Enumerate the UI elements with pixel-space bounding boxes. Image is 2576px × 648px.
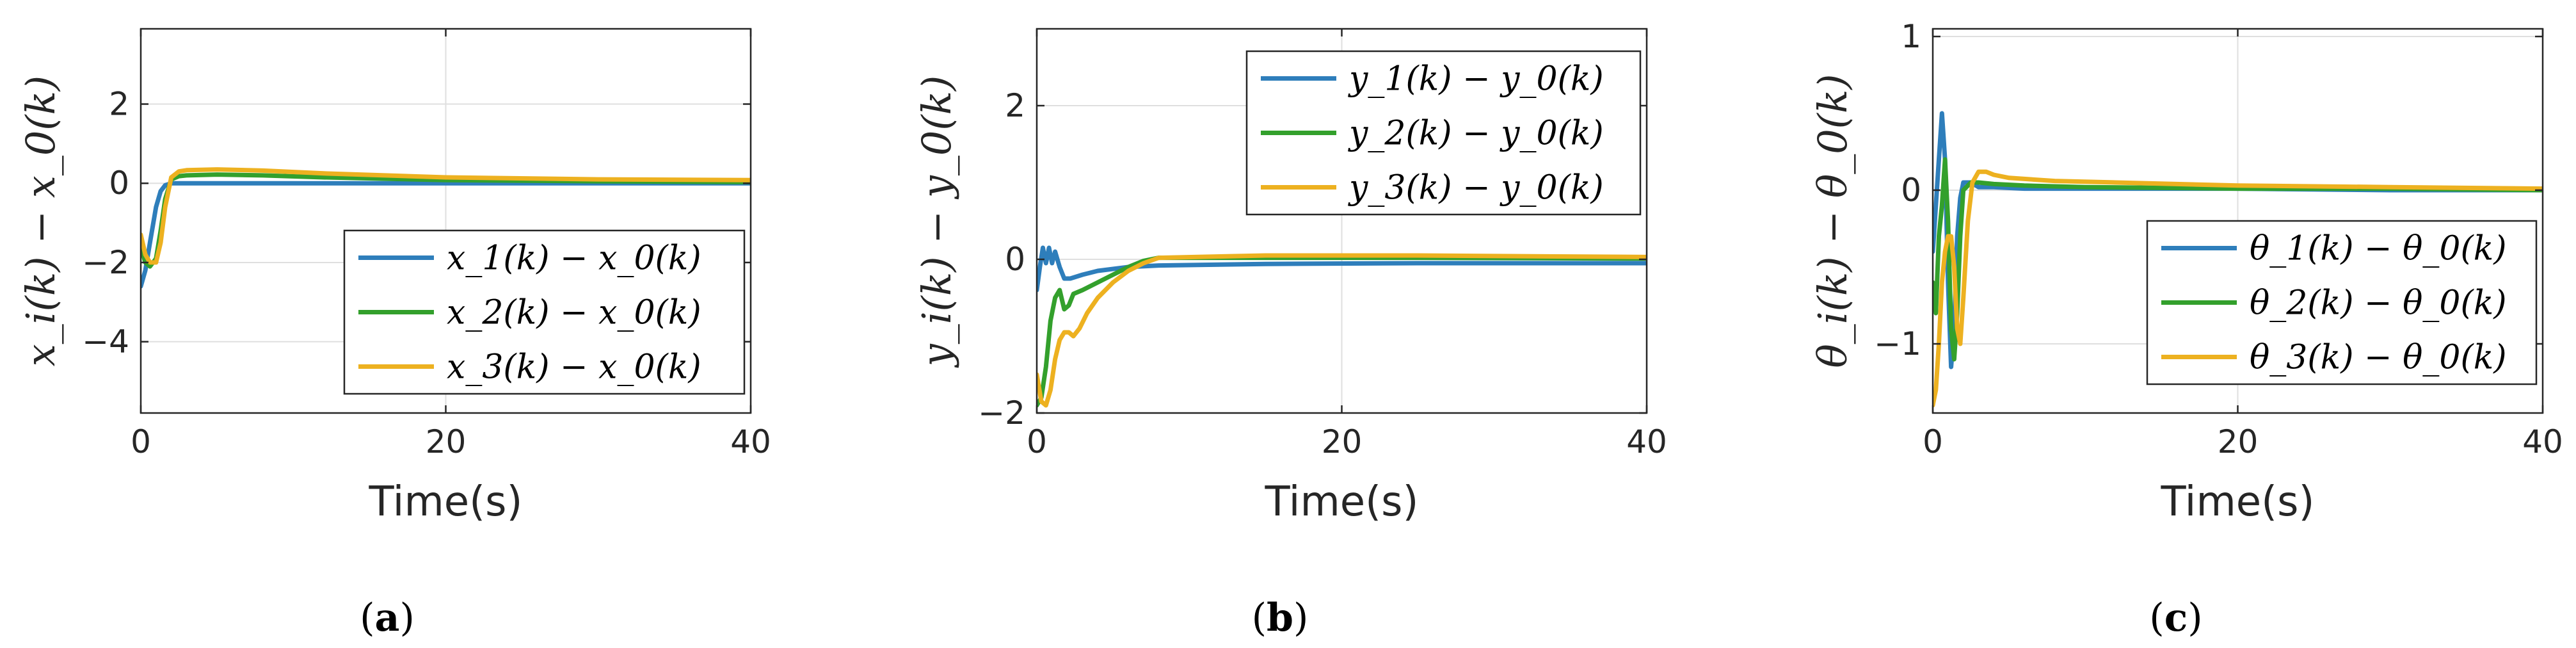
y-tick-label-b: 2 [1005,87,1025,124]
legend-label-b-2: y_2(k) − y_0(k) [1348,115,1604,153]
y-axis-label-c: θ_i(k) − θ_0(k) [1809,74,1856,368]
series-line-b-1 [1037,245,1647,293]
y-axis-label-b: y_i(k) − y_0(k) [913,76,960,369]
panel-c: 0 20 40 1 0 −1 Time(s) θ_i(k) − θ_0(k) θ_1(k) − … [1809,18,2563,640]
series-line-b-3 [1037,253,1647,408]
x-tick-label-a: 0 [131,423,151,460]
series-line-c-2 [1933,157,2543,362]
panel-caption-b: (b) [1252,595,1309,640]
y-axis-label-a: x_i(k) − x_0(k) [17,76,64,366]
x-tick-label-b: 20 [1322,423,1363,460]
x-axis-label-a: Time(s) [369,478,523,526]
x-tick-label-c: 20 [2218,423,2259,460]
x-tick-label-b: 0 [1027,423,1047,460]
y-tick-label-a: 0 [109,165,129,202]
x-tick-label-c: 0 [1923,423,1943,460]
y-tick-label-b: 0 [1005,241,1025,278]
y-tick-label-a: −4 [82,323,129,360]
legend-c: θ_1(k) − θ_0(k) θ_2(k) − θ_0(k) θ_3(k) − θ… [2146,220,2538,385]
legend-label-a-2: x_2(k) − x_0(k) [447,294,701,332]
legend-a: x_1(k) − x_0(k) x_2(k) − x_0(k) x_3(k) − x… [343,229,746,395]
legend-label-b-3: y_3(k) − y_0(k) [1348,169,1604,207]
y-tick-label-a: −2 [82,244,129,281]
legend-label-a-1: x_1(k) − x_0(k) [447,239,701,278]
x-axis-label-c: Time(s) [2161,478,2315,526]
series-group-c [1933,111,2543,408]
y-tick-label-c: 0 [1901,172,1921,209]
legend-label-c-2: θ_2(k) − θ_0(k) [2250,284,2507,323]
panel-caption-c: (c) [2149,595,2202,640]
y-tick-label-a: 2 [109,86,129,123]
x-tick-label-b: 40 [1626,423,1667,460]
x-tick-label-c: 40 [2522,423,2563,460]
series-line-c-3 [1933,169,2543,408]
panel-caption-a: (a) [360,595,415,640]
series-line-a-3 [141,167,751,265]
legend-label-b-1: y_1(k) − y_0(k) [1348,60,1604,99]
legend-b: y_1(k) − y_0(k) y_2(k) − y_0(k) y_3(k) − y… [1245,50,1642,216]
x-tick-label-a: 40 [730,423,771,460]
x-tick-label-a: 20 [426,423,467,460]
series-group-a [141,167,751,289]
y-tick-label-b: −2 [978,394,1025,432]
legend-label-c-1: θ_1(k) − θ_0(k) [2250,230,2507,268]
legend-label-c-3: θ_3(k) − θ_0(k) [2250,339,2507,377]
series-group-b [1037,245,1647,408]
y-tick-label-c: 1 [1901,18,1921,55]
y-tick-label-c: −1 [1874,325,1921,362]
x-axis-label-b: Time(s) [1265,478,1419,526]
legend-label-a-3: x_3(k) − x_0(k) [447,348,701,387]
